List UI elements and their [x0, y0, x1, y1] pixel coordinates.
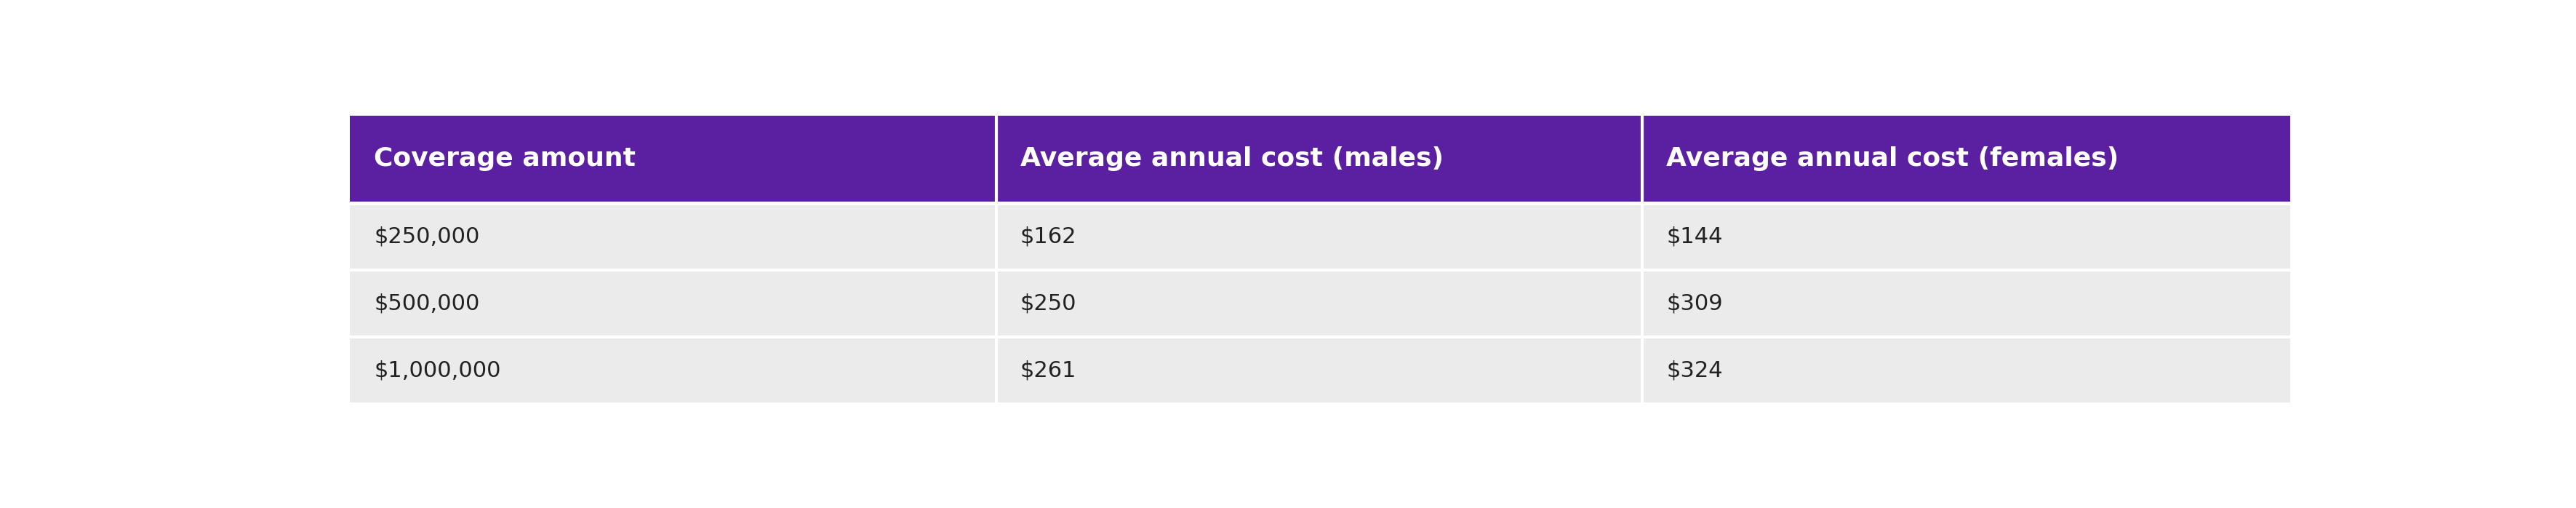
Bar	[350, 116, 997, 202]
Text: Average annual cost (males): Average annual cost (males)	[1020, 146, 1443, 171]
Text: $250,000: $250,000	[374, 226, 479, 247]
Bar	[997, 205, 1643, 269]
Text: Coverage amount: Coverage amount	[374, 146, 636, 171]
Bar	[997, 339, 1643, 402]
Text: $261: $261	[1020, 360, 1077, 381]
Bar	[350, 272, 997, 336]
Bar	[1643, 205, 2290, 269]
Bar	[997, 116, 1643, 202]
Text: Average annual cost (females): Average annual cost (females)	[1667, 146, 2120, 171]
Text: $162: $162	[1020, 226, 1077, 247]
Text: $250: $250	[1020, 293, 1077, 314]
Text: $1,000,000: $1,000,000	[374, 360, 500, 381]
Bar	[350, 339, 997, 402]
Bar	[1643, 339, 2290, 402]
Text: $324: $324	[1667, 360, 1723, 381]
Text: $500,000: $500,000	[374, 293, 479, 314]
Text: $144: $144	[1667, 226, 1723, 247]
Bar	[1643, 116, 2290, 202]
Bar	[997, 272, 1643, 336]
Bar	[1643, 272, 2290, 336]
Bar	[350, 205, 997, 269]
Text: $309: $309	[1667, 293, 1723, 314]
